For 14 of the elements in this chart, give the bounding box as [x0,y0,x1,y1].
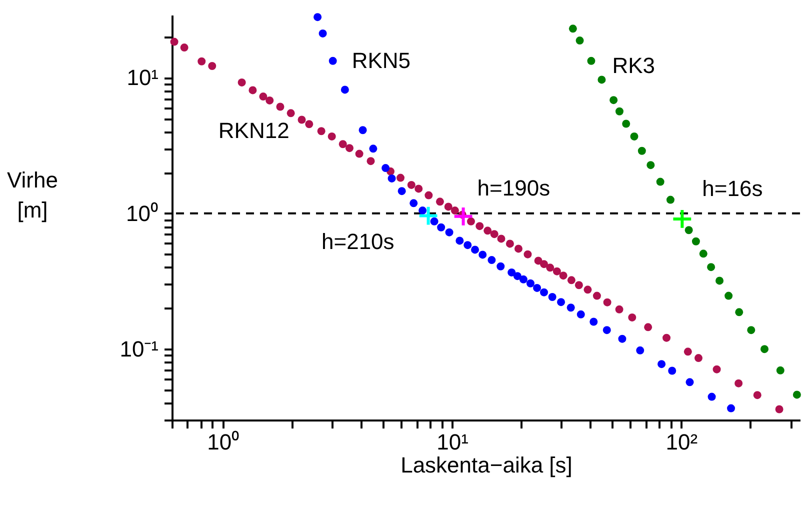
y-tick-label: 10¹ [126,65,158,90]
y-axis-title: Virhe [m] [7,168,58,222]
x-tick-label: 10⁰ [207,430,240,454]
annotation: h=16s [702,176,763,201]
annotation: h=190s [477,175,550,200]
series-label: RKN5 [352,48,411,73]
series-label: RK3 [612,52,656,78]
y-tick-label: 10⁰ [126,200,158,226]
series-label: RKN12 [218,118,290,144]
y-tick-label: 10⁻¹ [120,336,158,362]
x-tick-label: 10² [666,430,698,454]
x-tick-label: 10¹ [436,430,468,454]
x-axis-title: Laskenta−aika [s] [400,452,572,478]
annotation: h=210s [321,228,394,254]
